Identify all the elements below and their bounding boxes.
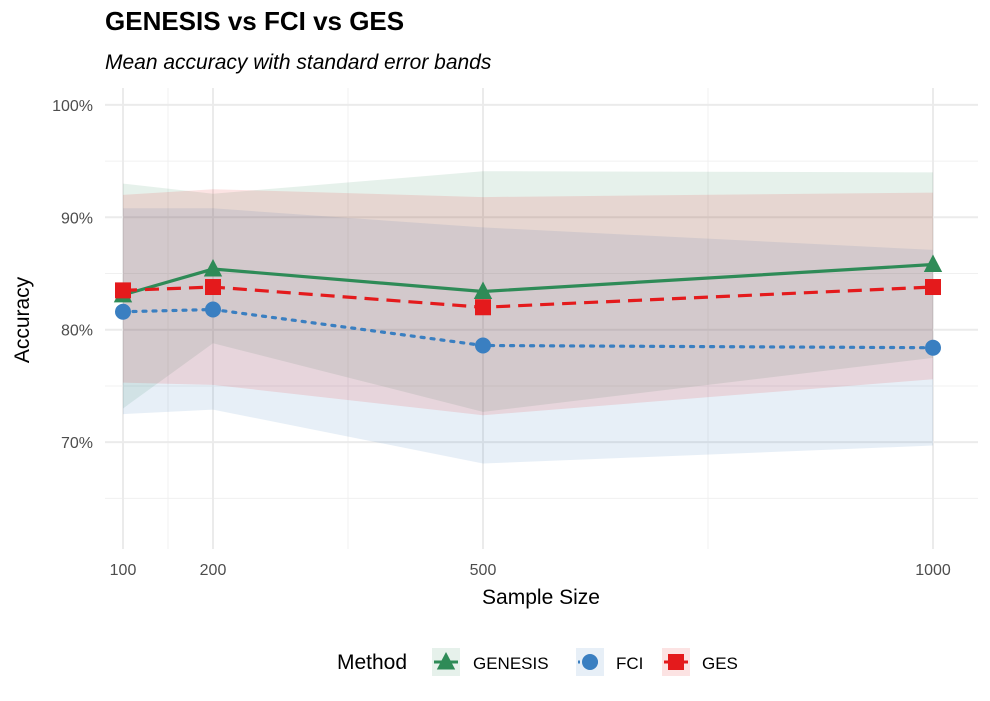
x-tick-label: 100 [110, 562, 137, 579]
point-genesis [923, 254, 943, 273]
y-tick-label: 80% [61, 323, 93, 340]
error-bands [123, 171, 933, 464]
line-ges [122, 285, 934, 309]
y-axis-ticks: 70% 80% 90% 100% [52, 98, 93, 452]
point-fci [205, 301, 221, 318]
x-tick-label: 1000 [915, 562, 951, 579]
chart-subtitle: Mean accuracy with standard error bands [105, 51, 492, 74]
point-fci [475, 337, 491, 354]
legend-key-marker [668, 654, 684, 670]
point-fci [115, 303, 131, 320]
legend-label: GES [702, 654, 738, 673]
major-gridlines [105, 88, 978, 549]
point-ges [475, 299, 491, 316]
point-ges [925, 279, 941, 296]
legend: Method GENESIS FCI GES [337, 648, 738, 676]
chart-title: GENESIS vs FCI vs GES [105, 6, 404, 36]
x-axis-ticks: 100 200 500 1000 [110, 562, 951, 579]
y-axis-title: Accuracy [11, 276, 34, 363]
legend-title: Method [337, 651, 407, 674]
y-tick-label: 70% [61, 435, 93, 452]
legend-item-fci: FCI [576, 648, 643, 676]
legend-label: GENESIS [473, 654, 549, 673]
point-genesis [473, 281, 493, 300]
legend-key-marker [582, 654, 598, 670]
point-ges [205, 279, 221, 296]
point-ges [115, 282, 131, 299]
band-fci [123, 208, 933, 464]
series-markers [113, 254, 943, 356]
x-tick-label: 500 [470, 562, 497, 579]
x-axis-title: Sample Size [482, 586, 600, 609]
line-genesis [122, 262, 934, 297]
y-tick-label: 100% [52, 98, 93, 115]
legend-item-genesis: GENESIS [432, 648, 549, 676]
y-tick-label: 90% [61, 210, 93, 227]
band-genesis [123, 171, 933, 412]
x-tick-label: 200 [200, 562, 227, 579]
point-fci [925, 339, 941, 356]
legend-key-marker [436, 652, 456, 670]
series-lines [121, 262, 935, 350]
point-genesis [203, 259, 223, 277]
band-ges [123, 189, 933, 416]
legend-label: FCI [616, 654, 643, 673]
legend-item-ges: GES [662, 648, 738, 676]
